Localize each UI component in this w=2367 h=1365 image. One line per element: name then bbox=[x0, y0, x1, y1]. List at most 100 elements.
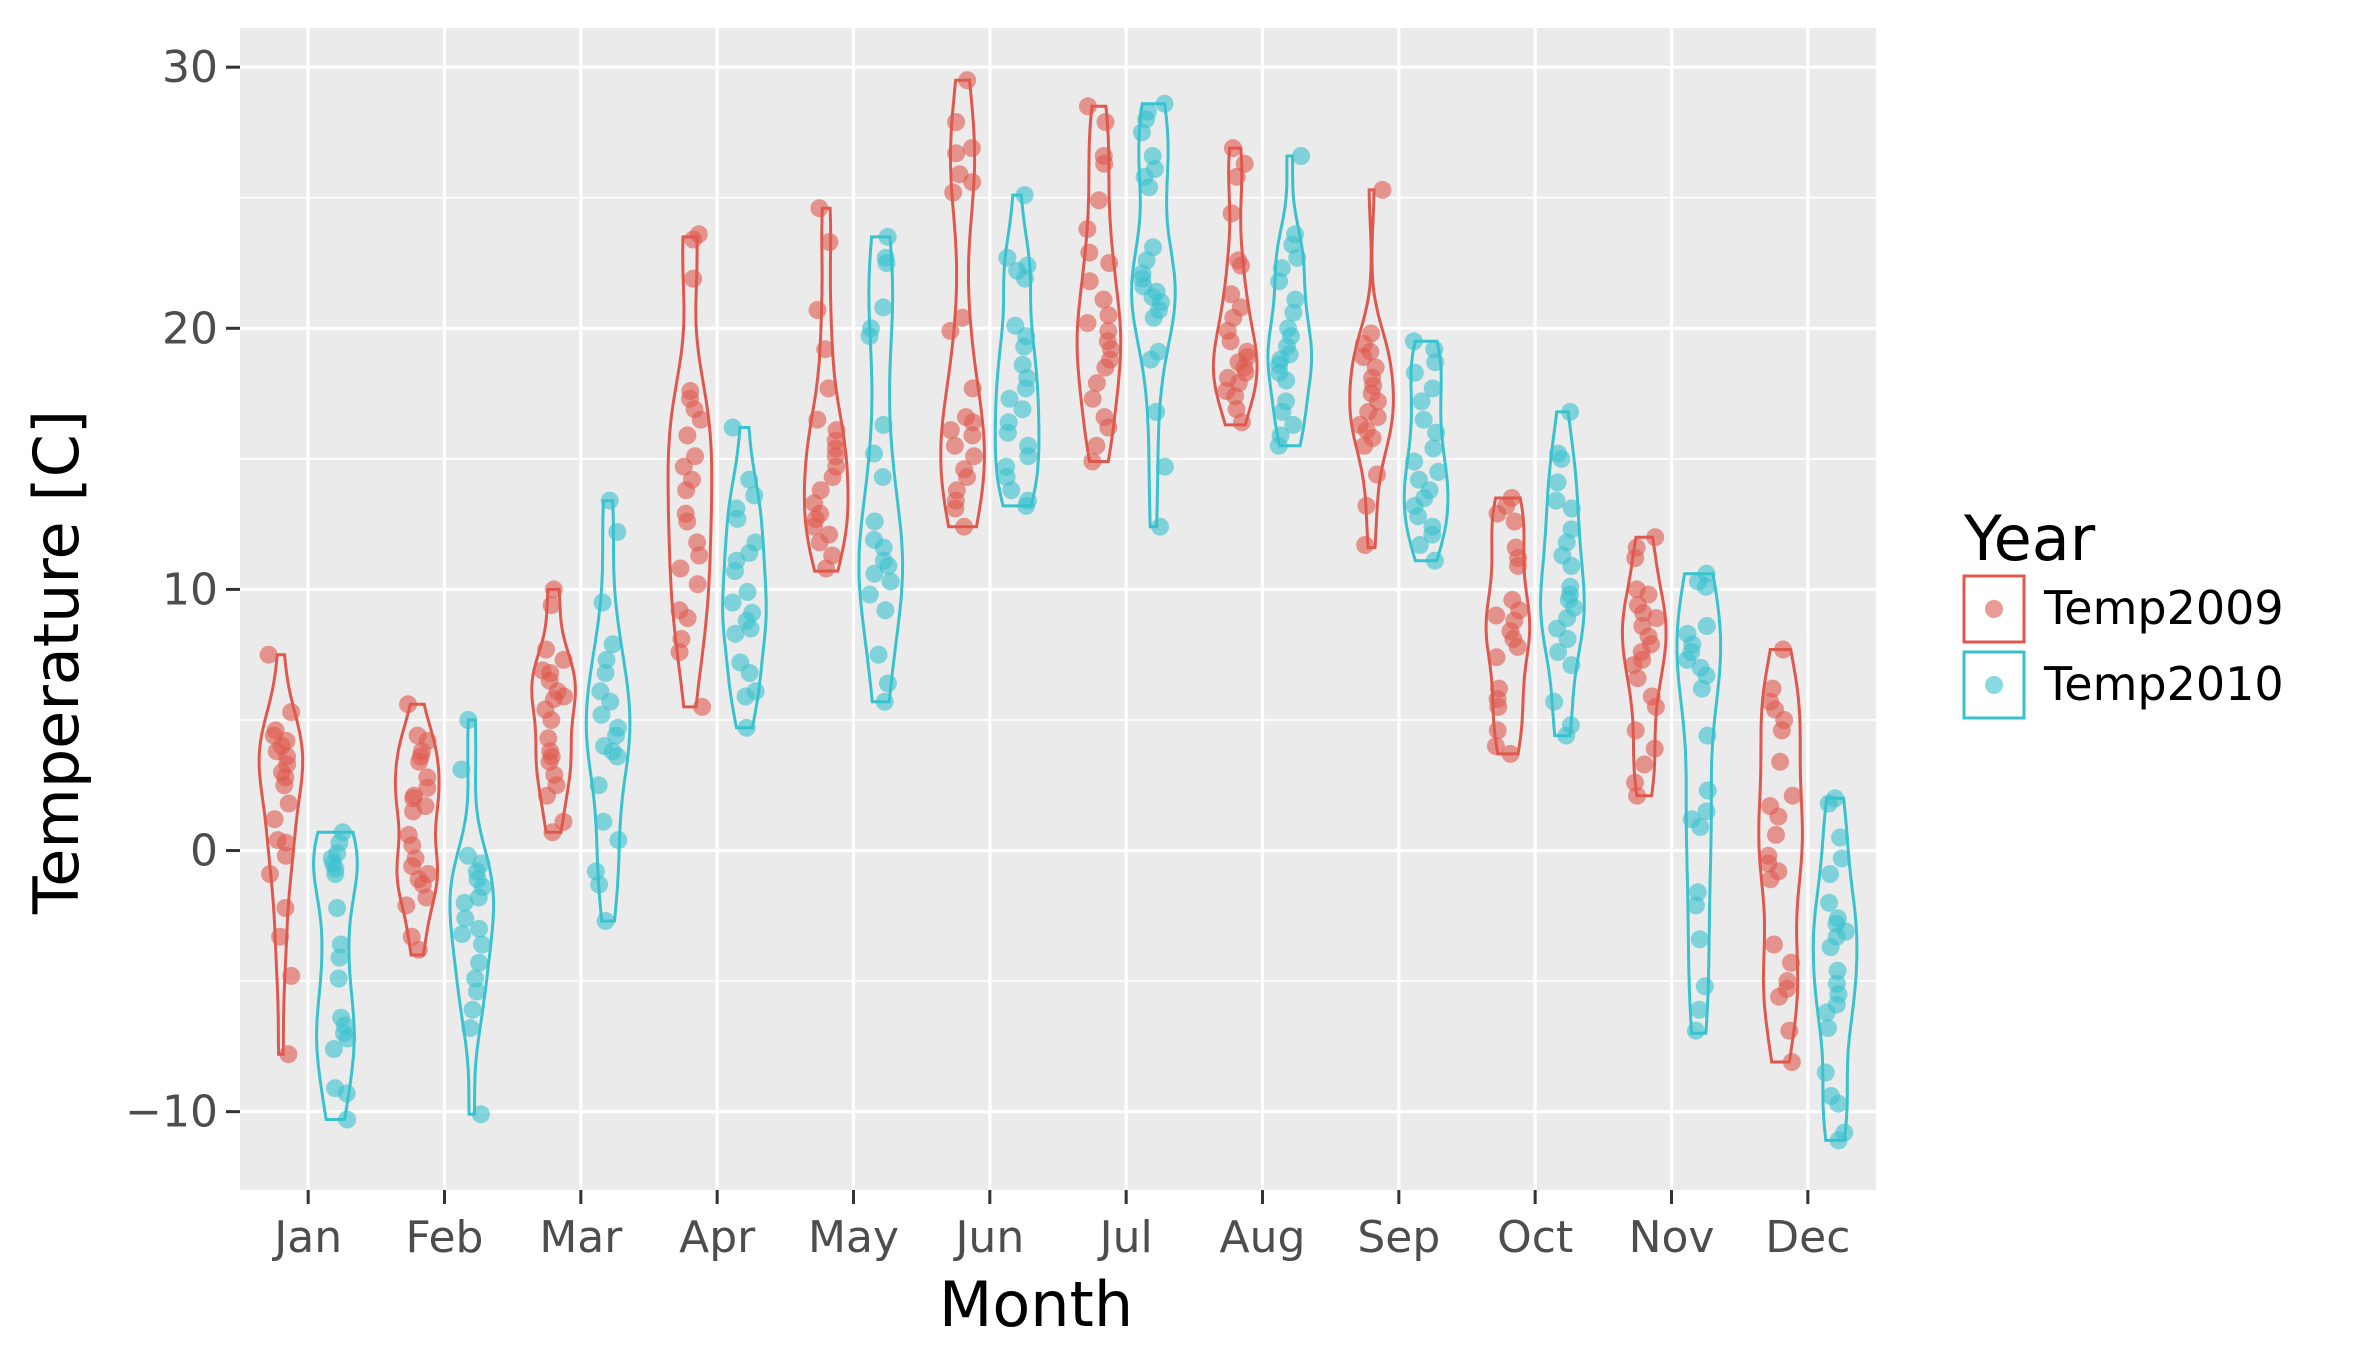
data-point bbox=[1019, 447, 1038, 466]
data-point bbox=[963, 379, 982, 398]
y-tick-label: −10 bbox=[125, 1087, 218, 1138]
data-point bbox=[1646, 697, 1665, 716]
data-point bbox=[1089, 191, 1108, 210]
violin-temp2010-jan bbox=[312, 830, 359, 1121]
x-tick-label: Aug bbox=[1220, 1212, 1306, 1263]
data-point bbox=[947, 144, 966, 163]
data-point bbox=[473, 935, 491, 954]
legend: Year Temp2009 Temp2010 bbox=[1962, 502, 2284, 720]
minor-gridlines bbox=[240, 196, 1876, 982]
data-point bbox=[1223, 139, 1242, 158]
data-point bbox=[1769, 807, 1788, 826]
data-point bbox=[417, 888, 436, 907]
data-point bbox=[881, 572, 900, 591]
data-point bbox=[1368, 465, 1386, 484]
data-point bbox=[684, 269, 703, 288]
data-point bbox=[965, 447, 984, 466]
data-point bbox=[1697, 617, 1716, 635]
x-tick-label: Oct bbox=[1497, 1212, 1573, 1263]
data-point bbox=[1561, 402, 1580, 421]
data-point bbox=[1221, 332, 1240, 351]
data-point bbox=[1698, 781, 1717, 800]
data-point bbox=[1646, 528, 1665, 547]
data-point bbox=[1292, 147, 1311, 165]
data-point bbox=[608, 747, 627, 766]
data-point bbox=[874, 298, 893, 317]
data-point bbox=[329, 969, 348, 988]
data-point bbox=[1151, 517, 1170, 536]
data-point bbox=[1819, 1019, 1837, 1038]
data-point bbox=[1770, 987, 1788, 1006]
data-point bbox=[1017, 496, 1036, 515]
data-point bbox=[590, 875, 609, 894]
data-point bbox=[1080, 243, 1099, 262]
data-point bbox=[1410, 536, 1429, 554]
data-point bbox=[955, 517, 974, 536]
data-point bbox=[723, 418, 742, 437]
violin-temp2009-sep bbox=[1348, 188, 1395, 550]
data-point bbox=[670, 643, 689, 662]
data-point bbox=[331, 935, 350, 954]
data-point bbox=[1002, 481, 1021, 500]
data-point bbox=[452, 760, 471, 779]
axes-layer: −10 0 10 20 30 Jan Feb Mar Apr May Jun Jul Aug Sep Oct… bbox=[125, 42, 1850, 1263]
violin-temp2010-may bbox=[857, 235, 905, 704]
data-point bbox=[1096, 358, 1115, 377]
violin-temp2010-aug bbox=[1266, 154, 1314, 448]
data-point bbox=[1409, 507, 1428, 526]
data-point bbox=[1284, 303, 1303, 322]
data-point bbox=[1015, 337, 1034, 356]
data-point bbox=[1015, 186, 1034, 205]
data-point bbox=[873, 468, 892, 487]
data-point bbox=[1780, 1021, 1799, 1040]
data-point bbox=[962, 139, 981, 158]
legend-key-point bbox=[1985, 600, 2003, 618]
data-point bbox=[544, 580, 563, 599]
data-point bbox=[1273, 402, 1292, 421]
data-point bbox=[1691, 818, 1710, 836]
data-point bbox=[596, 664, 615, 682]
data-point bbox=[1096, 113, 1115, 131]
data-point bbox=[468, 982, 486, 1001]
data-point bbox=[1545, 692, 1564, 711]
data-point bbox=[820, 233, 839, 252]
data-point bbox=[543, 823, 562, 842]
data-point bbox=[1552, 449, 1571, 468]
data-point bbox=[874, 538, 893, 557]
data-point bbox=[678, 426, 697, 445]
data-point bbox=[1155, 94, 1174, 113]
data-point bbox=[1635, 755, 1654, 774]
data-point bbox=[597, 650, 616, 669]
data-point bbox=[810, 199, 829, 218]
x-tick-label: Apr bbox=[679, 1212, 756, 1263]
data-point bbox=[459, 711, 478, 729]
data-point bbox=[470, 953, 489, 972]
data-point bbox=[471, 1105, 490, 1124]
data-point bbox=[1099, 418, 1118, 437]
data-point bbox=[608, 523, 627, 541]
data-point bbox=[1557, 726, 1576, 745]
data-point bbox=[1141, 350, 1160, 369]
data-point bbox=[1078, 220, 1097, 239]
x-tick-label: Jun bbox=[952, 1212, 1024, 1263]
data-point bbox=[538, 786, 556, 805]
data-point bbox=[324, 1040, 343, 1058]
data-point bbox=[593, 593, 612, 612]
data-point bbox=[1774, 640, 1793, 659]
data-point bbox=[279, 794, 298, 813]
data-point bbox=[328, 899, 347, 917]
data-point bbox=[805, 517, 823, 536]
data-point bbox=[819, 379, 838, 398]
data-point bbox=[410, 752, 429, 771]
data-point bbox=[1501, 744, 1520, 763]
data-point bbox=[808, 410, 827, 429]
data-point bbox=[1232, 256, 1250, 275]
data-point bbox=[1765, 935, 1783, 954]
data-point bbox=[1222, 285, 1241, 304]
data-point bbox=[865, 444, 883, 463]
legend-title: Year bbox=[1963, 502, 2096, 575]
data-point bbox=[1678, 650, 1697, 669]
data-point bbox=[1647, 609, 1666, 628]
violin-temp2009-oct bbox=[1484, 496, 1532, 756]
